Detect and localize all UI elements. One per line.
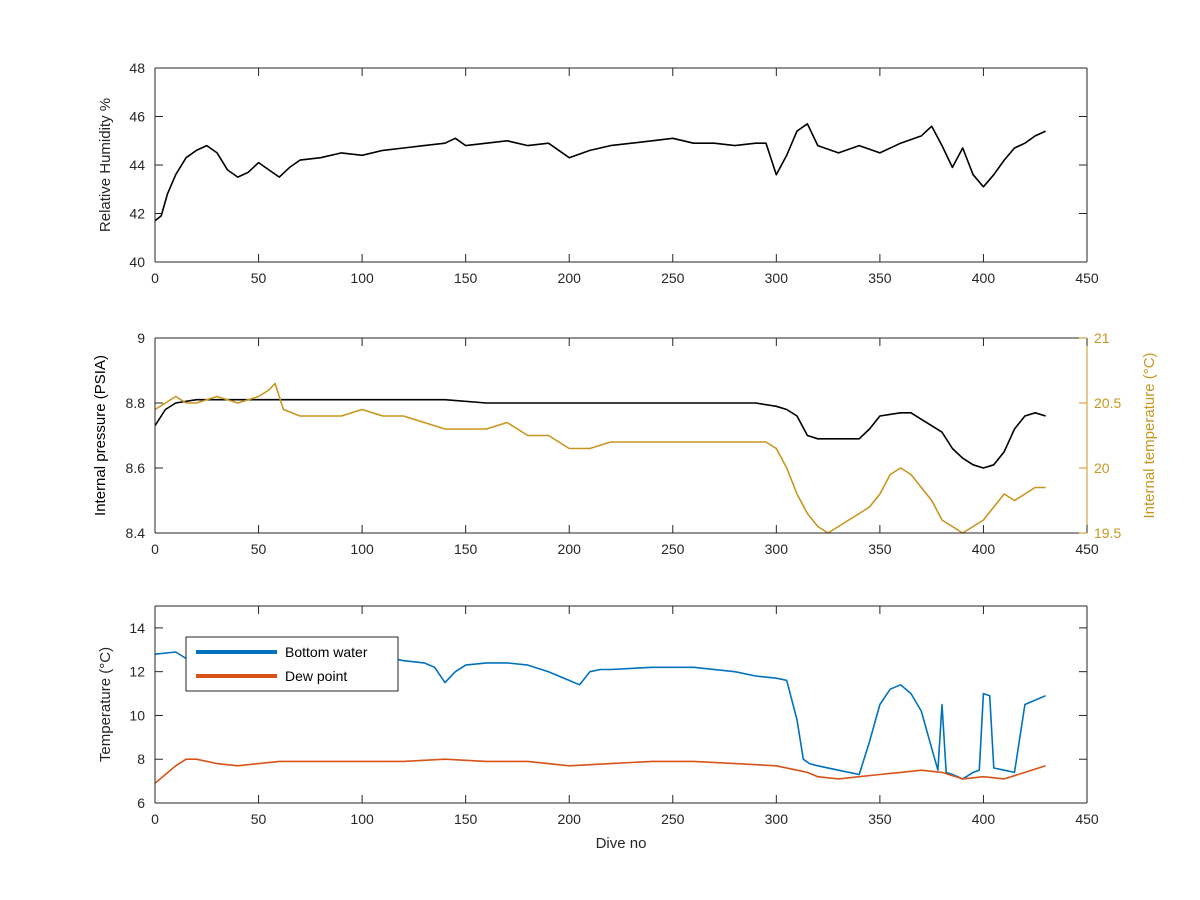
series-0-line: [154, 123, 1046, 222]
y-tick-label: 6: [137, 795, 145, 811]
temperature-panel: 0 50 100 150 200 250 300 350 400 450 6 8 10 12 14 Tempe…: [97, 605, 1099, 852]
series-1-line: [154, 382, 1046, 534]
y2-tick-label: 19.5: [1094, 525, 1121, 541]
x-tick-label: 400: [972, 811, 996, 827]
plot-area: [155, 338, 1087, 533]
y-tick-label: 8: [137, 751, 145, 767]
y-tick-label: 8.4: [126, 525, 146, 541]
y-tick-label: 40: [129, 254, 145, 270]
y2-tick-label: 21: [1094, 330, 1110, 346]
y-tick-label: 8.8: [126, 395, 146, 411]
y-tick-label: 10: [129, 707, 145, 723]
x-tick-label: 250: [661, 541, 685, 557]
x-tick-label: 150: [454, 811, 478, 827]
bottom-water-line: [154, 651, 1046, 780]
y-axis-label: Temperature (°C): [97, 647, 114, 762]
x-axis-label: Dive no: [596, 835, 647, 852]
y-tick-label: 9: [137, 330, 145, 346]
y-tick-label: 12: [129, 664, 145, 680]
y2-tick-label: 20.5: [1094, 395, 1121, 411]
x-tick-label: 150: [454, 541, 478, 557]
x-tick-label: 200: [558, 541, 582, 557]
x-tick-label: 300: [765, 270, 789, 286]
x-tick-label: 400: [972, 270, 996, 286]
humidity-panel: 0 50 100 150 200 250 300 350 400 450 40 42 44 46 48 Rel…: [97, 60, 1099, 286]
x-tick-label: 200: [558, 270, 582, 286]
y-tick-label: 48: [129, 60, 145, 76]
x-tick-label: 400: [972, 541, 996, 557]
x-tick-label: 0: [151, 811, 159, 827]
y-tick-label: 44: [129, 157, 145, 173]
x-tick-label: 450: [1075, 811, 1099, 827]
x-tick-label: 0: [151, 270, 159, 286]
x-tick-label: 250: [661, 270, 685, 286]
x-tick-label: 450: [1075, 541, 1099, 557]
y-tick-label: 42: [129, 206, 145, 222]
y-tick-label: 46: [129, 109, 145, 125]
legend-label: Bottom water: [285, 644, 368, 660]
x-tick-label: 50: [251, 541, 267, 557]
x-tick-label: 100: [350, 811, 374, 827]
y-tick-label: 8.6: [126, 460, 146, 476]
series-0-line: [154, 398, 1046, 469]
legend: Bottom water Dew point: [185, 636, 399, 692]
x-tick-label: 100: [350, 270, 374, 286]
x-tick-label: 0: [151, 541, 159, 557]
y-tick-label: 14: [129, 620, 145, 636]
x-tick-label: 200: [558, 811, 582, 827]
legend-box: [185, 636, 399, 692]
y2-axis-label: Internal temperature (°C): [1141, 352, 1158, 518]
y2-tick-label: 20: [1094, 460, 1110, 476]
x-tick-label: 150: [454, 270, 478, 286]
x-tick-label: 300: [765, 811, 789, 827]
x-tick-label: 350: [868, 270, 892, 286]
y-axis-label: Internal pressure (PSIA): [92, 355, 109, 516]
x-tick-label: 450: [1075, 270, 1099, 286]
y-axis-label: Relative Humidity %: [97, 98, 114, 232]
x-tick-label: 350: [868, 541, 892, 557]
x-tick-label: 300: [765, 541, 789, 557]
legend-label: Dew point: [285, 668, 347, 684]
x-tick-label: 50: [251, 270, 267, 286]
plot-area: [155, 68, 1087, 262]
x-tick-label: 100: [350, 541, 374, 557]
dew-point-line: [154, 758, 1046, 784]
x-tick-label: 250: [661, 811, 685, 827]
x-tick-label: 50: [251, 811, 267, 827]
pressure-temperature-panel: 0 50 100 150 200 250 300 350 400 450 8.4 8.6 8.8 9 19.…: [92, 330, 1158, 557]
x-tick-label: 350: [868, 811, 892, 827]
